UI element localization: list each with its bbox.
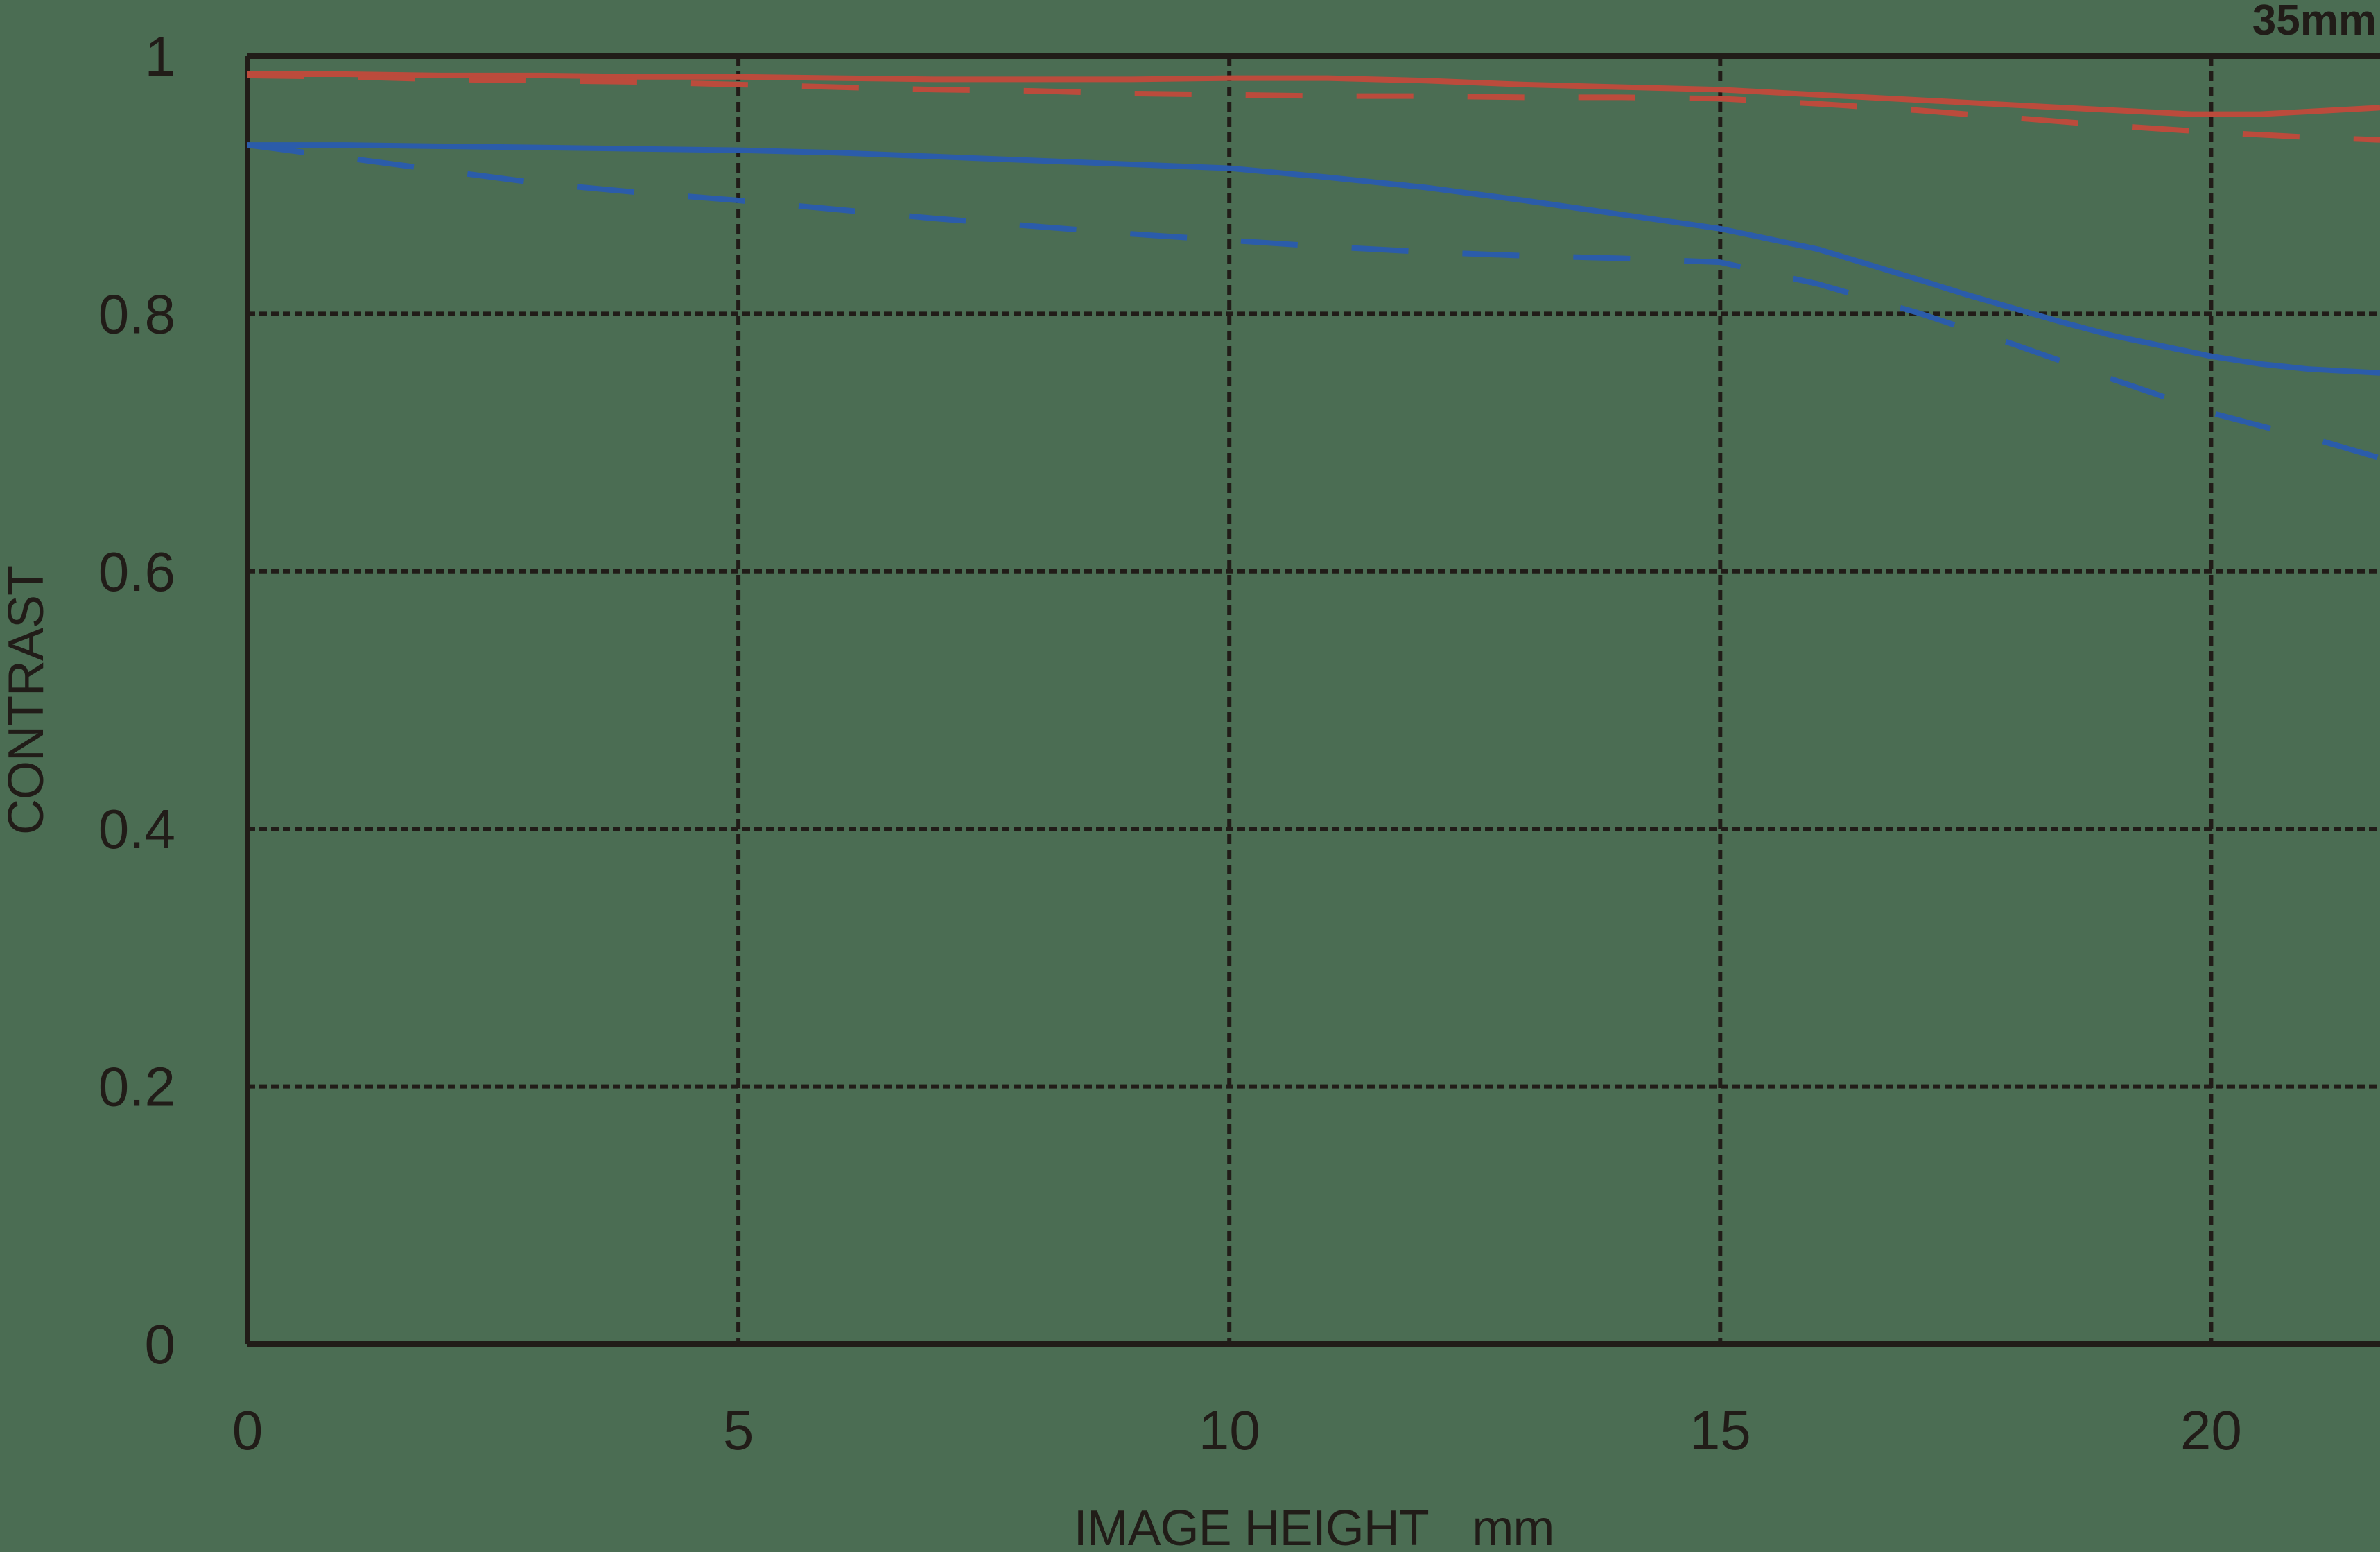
x-tick-label: 0 <box>232 1399 263 1461</box>
y-tick-label: 1 <box>145 26 176 87</box>
y-tick-label: 0.2 <box>98 1056 175 1118</box>
x-tick-label: 20 <box>2180 1399 2242 1461</box>
curve-red-dashed <box>247 72 2380 143</box>
gridlines <box>247 56 2380 1344</box>
x-axis-title-unit: mm <box>1472 1501 1554 1552</box>
y-axis-title: CONTRAST <box>0 566 54 835</box>
chart-title: 35mm <box>2252 0 2377 44</box>
y-tick-label: 0.6 <box>98 541 175 603</box>
x-tick-label: 10 <box>1199 1399 1260 1461</box>
tick-labels: 0 5 10 15 20 0 0.2 0.4 0.6 0.8 1 <box>98 26 2242 1461</box>
x-axis-title-text: IMAGE HEIGHT <box>1074 1501 1429 1552</box>
x-tick-label: 5 <box>723 1399 754 1461</box>
x-tick-label: 15 <box>1690 1399 1751 1461</box>
y-tick-label: 0 <box>145 1313 176 1375</box>
y-tick-label: 0.8 <box>98 283 175 345</box>
mtf-curves <box>247 71 2380 461</box>
curve-red-solid <box>247 71 2380 117</box>
curve-blue-dashed <box>247 142 2380 461</box>
x-axis-title: IMAGE HEIGHT mm <box>1074 1501 1554 1552</box>
y-tick-label: 0.4 <box>98 798 175 860</box>
curve-blue-solid <box>247 142 2380 376</box>
